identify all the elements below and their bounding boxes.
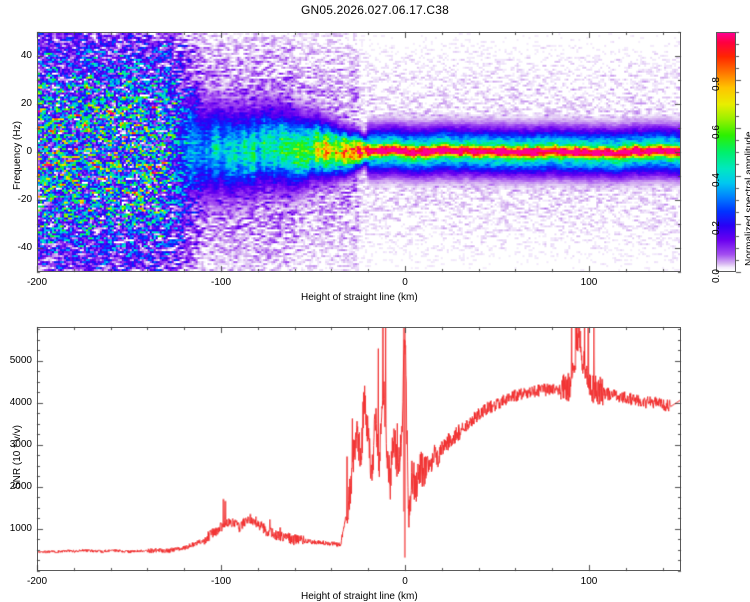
- snr-ytick-1000: 1000: [9, 522, 32, 534]
- colorbar-tick-0-2: 0.2: [711, 221, 722, 235]
- snr-xtick-100: 100: [580, 576, 598, 587]
- spec-xtick-0: 0: [402, 277, 408, 288]
- spec-xtick-m100: -100: [210, 277, 231, 288]
- colorbar-label: Normalized spectral amplitude: [744, 131, 750, 266]
- snr-ytick-2000: 2000: [9, 480, 32, 492]
- snr-xtick-m100: -100: [210, 576, 231, 587]
- spec-ytick-40: 40: [20, 50, 32, 61]
- spectrogram-image: [38, 33, 680, 271]
- snr-ytick-3000: 3000: [9, 438, 32, 450]
- snr-ytick-4000: 4000: [9, 396, 32, 408]
- snr-xtick-m200: -200: [26, 576, 47, 587]
- spec-xtick-100: 100: [580, 277, 598, 288]
- spec-ytick-m20: -20: [17, 194, 32, 205]
- spectrogram-panel: [37, 32, 681, 272]
- colorbar-gradient: [716, 32, 736, 272]
- page-title: GN05.2026.027.06.17.C38: [300, 3, 450, 17]
- colorbar-tick-0-6: 0.6: [711, 125, 722, 139]
- colorbar-tick-0-8: 0.8: [711, 77, 722, 91]
- snr-y-axis-label: SNR (10 * v/v): [12, 425, 23, 489]
- snr-ytick-5000: 5000: [9, 354, 32, 366]
- spectrogram-x-axis-label: Height of straight line (km): [301, 292, 418, 303]
- spectrogram-y-axis-label: Frequency (Hz): [12, 121, 23, 190]
- snr-panel: [37, 327, 681, 571]
- colorbar-tick-0-4: 0.4: [711, 173, 722, 187]
- colorbar-tick-0-0: 0.0: [711, 269, 722, 283]
- spec-xtick-m200: -200: [26, 277, 47, 288]
- spec-ytick-m40: -40: [17, 242, 32, 253]
- snr-x-axis-label: Height of straight line (km): [301, 591, 418, 602]
- colorbar: [716, 32, 736, 272]
- snr-trace-plot: [38, 328, 680, 570]
- spec-ytick-20: 20: [20, 98, 32, 109]
- snr-xtick-0: 0: [402, 576, 408, 587]
